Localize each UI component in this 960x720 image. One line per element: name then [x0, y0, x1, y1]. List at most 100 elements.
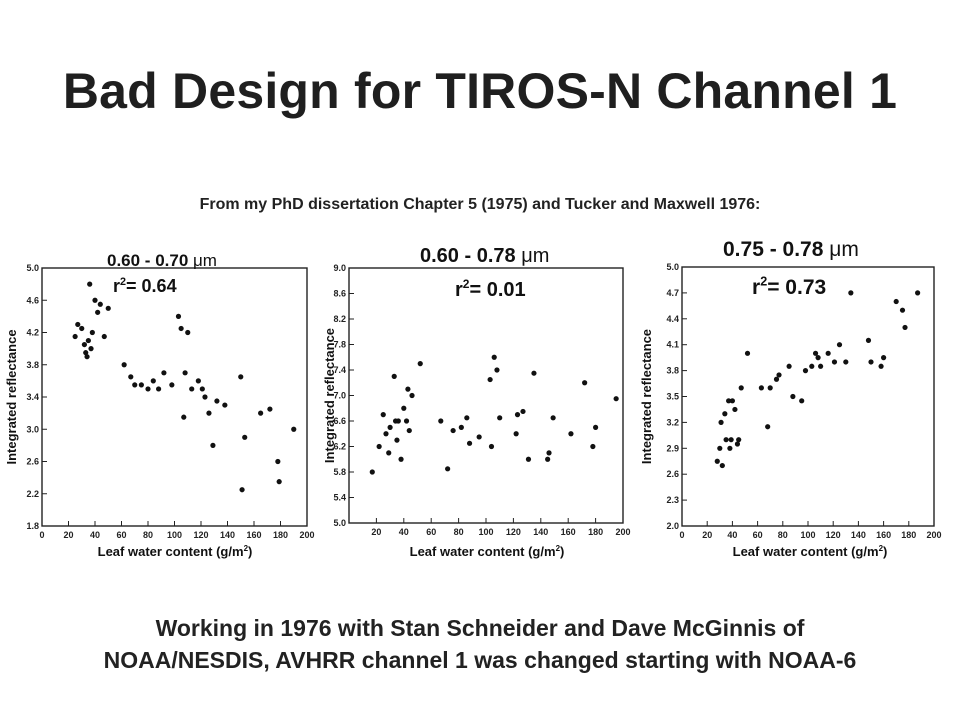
data-point	[97, 301, 103, 307]
y-tick-label: 3.2	[666, 417, 679, 427]
x-tick-label: 160	[561, 527, 576, 537]
data-point	[95, 309, 101, 315]
y-tick-label: 5.4	[333, 493, 346, 503]
x-tick-label: 20	[371, 527, 381, 537]
x-axis-label-close: )	[560, 544, 564, 559]
data-point	[450, 427, 456, 434]
data-point	[380, 412, 386, 418]
data-point	[178, 325, 184, 332]
x-tick-label: 20	[702, 530, 712, 540]
data-point	[214, 398, 220, 404]
r-squared-exponent: 2	[463, 277, 470, 291]
band-label: 0.75 - 0.78 μm	[723, 238, 859, 261]
data-point	[765, 424, 771, 430]
data-point	[72, 333, 78, 340]
x-axis-label-text: Leaf water content (g/m	[410, 544, 556, 559]
data-point	[445, 466, 451, 472]
r-squared-value: = 0.73	[767, 276, 826, 299]
data-point	[758, 385, 764, 391]
y-tick-label: 6.6	[333, 416, 346, 426]
data-point	[865, 337, 872, 343]
data-point	[202, 394, 208, 400]
y-tick-label: 3.5	[666, 392, 679, 402]
data-point	[815, 355, 821, 361]
x-tick-label: 140	[851, 530, 866, 540]
r-squared-label: r2= 0.01	[455, 277, 526, 301]
data-point	[83, 350, 89, 356]
footer-line-1: Working in 1976 with Stan Schneider and …	[155, 615, 805, 641]
data-point	[790, 393, 796, 400]
data-point	[92, 297, 98, 303]
data-point	[156, 386, 162, 392]
x-tick-label: 180	[273, 530, 288, 540]
x-tick-label: 200	[926, 530, 941, 540]
band-range: 0.60 - 0.78	[420, 245, 521, 267]
data-point	[899, 307, 906, 313]
data-point	[550, 415, 556, 421]
data-point	[738, 385, 744, 391]
data-point	[488, 443, 495, 450]
x-axis-label: Leaf water content (g/m2)	[733, 544, 888, 559]
r-squared-label: r2= 0.64	[113, 276, 177, 296]
y-tick-label: 7.8	[333, 340, 346, 350]
data-point	[88, 346, 94, 352]
data-point	[387, 424, 393, 430]
x-tick-label: 160	[876, 530, 891, 540]
data-point	[718, 419, 724, 425]
r-squared-label: r2= 0.73	[752, 275, 826, 299]
data-point	[809, 363, 815, 369]
data-point	[520, 408, 526, 415]
y-tick-label: 2.6	[666, 469, 679, 479]
y-tick-label: 3.4	[26, 392, 39, 402]
data-point	[222, 402, 228, 408]
data-point	[613, 396, 619, 402]
data-point	[121, 362, 127, 368]
x-tick-label: 140	[533, 527, 548, 537]
data-point	[843, 359, 849, 365]
band-unit: μm	[193, 251, 217, 270]
data-point	[487, 376, 493, 383]
y-tick-label: 4.4	[666, 314, 679, 324]
data-point	[767, 385, 773, 391]
data-point	[593, 424, 599, 430]
data-point	[101, 333, 107, 340]
data-point	[568, 431, 574, 437]
data-point	[546, 450, 552, 456]
data-point	[438, 418, 444, 424]
y-axis-label: Integrated reflectance	[639, 329, 654, 464]
data-point	[464, 415, 470, 421]
data-point	[395, 418, 401, 424]
x-axis-label-exponent: 2	[556, 544, 561, 553]
x-tick-label: 180	[588, 527, 603, 537]
data-point	[831, 359, 838, 365]
y-tick-label: 2.9	[666, 443, 679, 453]
data-point	[848, 290, 854, 296]
data-point	[868, 359, 874, 365]
data-point	[776, 372, 782, 378]
data-point	[878, 363, 884, 369]
x-tick-label: 80	[454, 527, 464, 537]
band-label: 0.60 - 0.70 μm	[107, 251, 217, 270]
x-tick-label: 100	[800, 530, 815, 540]
r-squared-value: = 0.64	[126, 276, 177, 296]
y-axis-label: Integrated reflectance	[4, 329, 19, 464]
data-point	[514, 412, 521, 418]
y-tick-label: 3.0	[26, 424, 39, 434]
data-point	[403, 418, 410, 424]
data-point	[161, 370, 167, 376]
data-point	[734, 441, 741, 447]
x-tick-label: 80	[778, 530, 788, 540]
x-tick-label: 60	[116, 530, 126, 540]
r-squared-symbol: r	[752, 276, 760, 299]
x-axis-label-text: Leaf water content (g/m	[98, 544, 244, 559]
data-point	[199, 386, 205, 392]
data-point	[545, 456, 551, 462]
data-point	[376, 443, 382, 450]
y-tick-label: 2.0	[666, 521, 679, 531]
data-point	[881, 355, 887, 361]
data-point	[169, 382, 175, 388]
r-squared-exponent: 2	[120, 276, 126, 288]
x-axis-label-close: )	[883, 544, 887, 559]
data-point	[417, 361, 423, 367]
data-point	[732, 406, 738, 413]
